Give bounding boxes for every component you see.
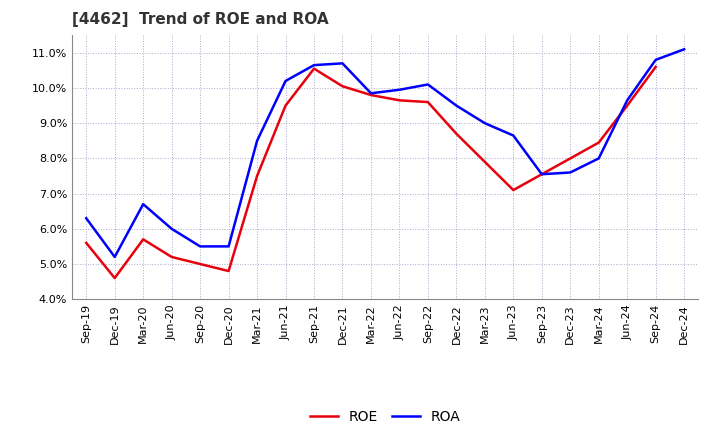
Line: ROA: ROA <box>86 49 684 257</box>
ROA <box>310 62 318 68</box>
ROA <box>509 133 518 138</box>
ROA <box>82 216 91 221</box>
ROA <box>595 156 603 161</box>
ROE <box>225 268 233 274</box>
ROE <box>452 131 461 136</box>
ROE <box>566 156 575 161</box>
ROE <box>196 261 204 267</box>
ROA <box>480 121 489 126</box>
ROE <box>423 99 432 105</box>
Text: [4462]  Trend of ROE and ROA: [4462] Trend of ROE and ROA <box>72 12 328 27</box>
ROE <box>310 66 318 71</box>
ROE <box>338 84 347 89</box>
ROA <box>167 226 176 231</box>
ROA <box>566 170 575 175</box>
ROE <box>652 64 660 70</box>
Line: ROE: ROE <box>86 67 656 278</box>
ROA <box>423 82 432 87</box>
ROE <box>509 187 518 193</box>
ROE <box>395 98 404 103</box>
ROE <box>595 140 603 145</box>
ROE <box>480 159 489 165</box>
ROE <box>623 103 631 108</box>
ROA <box>395 87 404 92</box>
ROE <box>537 172 546 177</box>
ROA <box>139 202 148 207</box>
ROE <box>110 275 119 281</box>
ROA <box>110 254 119 260</box>
ROE <box>82 240 91 246</box>
Legend: ROE, ROA: ROE, ROA <box>305 404 466 429</box>
ROE <box>253 173 261 179</box>
ROA <box>338 61 347 66</box>
ROA <box>253 138 261 143</box>
ROE <box>282 103 290 108</box>
ROA <box>537 172 546 177</box>
ROA <box>196 244 204 249</box>
ROA <box>623 98 631 103</box>
ROA <box>452 103 461 108</box>
ROA <box>225 244 233 249</box>
ROA <box>680 47 688 52</box>
ROE <box>167 254 176 260</box>
ROE <box>139 237 148 242</box>
ROA <box>366 91 375 96</box>
ROE <box>366 92 375 98</box>
ROA <box>282 78 290 84</box>
ROA <box>652 57 660 62</box>
